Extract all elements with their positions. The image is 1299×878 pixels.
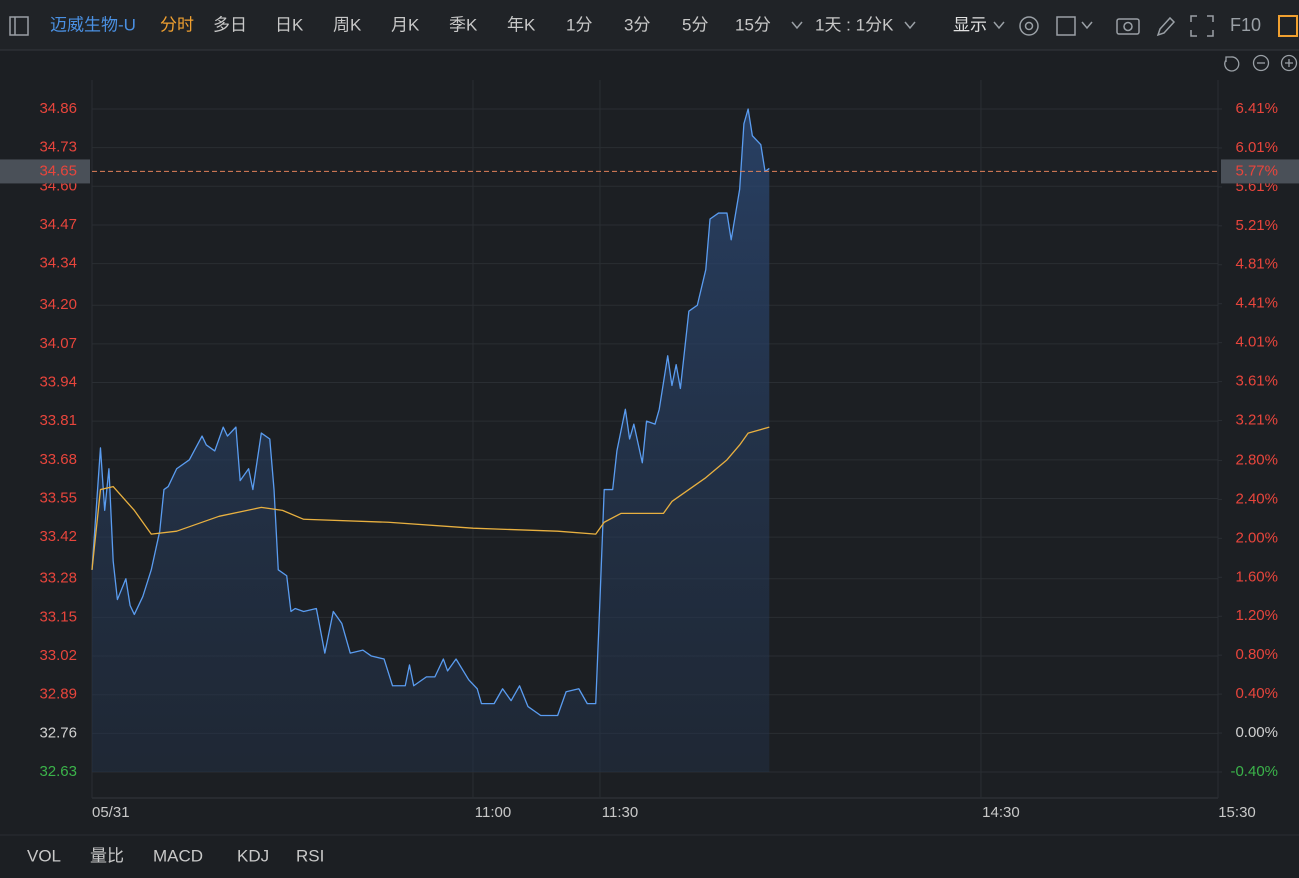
zoom-in-cross [1285, 59, 1293, 67]
y-tick-label: 33.68 [39, 451, 77, 468]
y-tick-label: 34.34 [39, 255, 77, 272]
y2-tick-label: 1.60% [1235, 568, 1278, 585]
y-tick-label: 33.42 [39, 528, 77, 545]
y2-tick-label: 6.01% [1235, 139, 1278, 156]
period-tab[interactable]: 季K [449, 15, 478, 34]
y2-tick-label: 1.20% [1235, 607, 1278, 624]
period-tab[interactable]: 日K [275, 15, 304, 34]
y-tick-label: 34.86 [39, 100, 77, 117]
dropdown-arrow [904, 21, 916, 30]
reset-icon[interactable] [1224, 56, 1240, 72]
x-tick-label: 11:00 [475, 804, 511, 821]
y-tick-label: 33.15 [39, 608, 77, 625]
y-tick-label: 34.73 [39, 139, 77, 156]
fullscreen-icon[interactable] [1190, 15, 1214, 37]
y2-tick-label: 2.40% [1235, 490, 1278, 507]
period-tab[interactable]: 15分 [735, 15, 771, 34]
y-tick-label: 32.89 [39, 686, 77, 703]
y-tick-label: 34.07 [39, 335, 77, 352]
y-tick-label: 33.02 [39, 647, 77, 664]
price-line [91, 108, 770, 717]
y-tick-label: 33.28 [39, 570, 77, 587]
draw-box-icon[interactable] [1056, 16, 1076, 36]
y2-tick-label: 6.41% [1235, 100, 1278, 117]
y-tick-label: 32.63 [39, 763, 77, 780]
zoom-out-icon[interactable] [1252, 54, 1270, 72]
y2-tick-label: 0.80% [1235, 646, 1278, 663]
settings-icon[interactable] [1019, 16, 1039, 36]
display-menu[interactable]: 显示 [953, 15, 987, 34]
x-tick-label: 15:30 [1218, 804, 1256, 821]
y2-tick-label: 2.80% [1235, 451, 1278, 468]
settings-icon-core [1024, 21, 1034, 31]
indicator-tab[interactable]: KDJ [237, 846, 269, 865]
last-change-badge [1221, 159, 1299, 184]
y-tick-label: 33.94 [39, 373, 77, 390]
period-tab[interactable]: 3分 [624, 15, 650, 34]
y-tick-label: 34.20 [39, 296, 77, 313]
indicator-tab[interactable]: RSI [296, 846, 324, 865]
zoom-in-icon[interactable] [1280, 54, 1298, 72]
indicator-tab[interactable]: MACD [153, 846, 203, 865]
period-tab[interactable]: 月K [391, 15, 420, 34]
y2-tick-label: 0.00% [1235, 724, 1278, 741]
y-tick-label: 33.55 [39, 489, 77, 506]
dropdown-arrow [1081, 21, 1093, 30]
y2-tick-label: 4.41% [1235, 295, 1278, 312]
y-tick-label: 33.81 [39, 412, 77, 429]
y2-tick-label: 3.21% [1235, 412, 1278, 429]
f10-button[interactable]: F10 [1230, 15, 1261, 35]
x-tick-label: 14:30 [982, 804, 1020, 821]
x-tick-label: 11:30 [602, 804, 638, 821]
x-tick-label: 05/31 [92, 804, 130, 821]
last-change-label: 5.77% [1235, 162, 1278, 179]
y2-tick-label: 0.40% [1235, 685, 1278, 702]
dropdown-arrow[interactable] [791, 21, 803, 30]
y2-tick-label: 4.81% [1235, 256, 1278, 273]
panel-toggle[interactable] [1278, 15, 1298, 37]
period-tab[interactable]: 年K [507, 15, 536, 34]
period-tab[interactable]: 分时 [160, 15, 194, 34]
average-line [91, 426, 770, 570]
dropdown-arrow [993, 21, 1005, 30]
indicator-tab[interactable]: VOL [27, 846, 61, 865]
period-tab[interactable]: 周K [333, 15, 362, 34]
y2-tick-label: 5.21% [1235, 217, 1278, 234]
y-tick-label: 32.76 [39, 724, 77, 741]
y2-tick-label: 4.01% [1235, 334, 1278, 351]
period-tab[interactable]: 5分 [682, 15, 708, 34]
last-price-badge [0, 159, 90, 184]
camera-icon[interactable] [1116, 18, 1140, 35]
period-select[interactable]: 1天 : 1分K [815, 15, 894, 34]
sidebar-toggle[interactable] [9, 16, 29, 36]
last-price-label: 34.65 [39, 162, 77, 179]
y-tick-label: 34.47 [39, 216, 77, 233]
y2-tick-label: 2.00% [1235, 529, 1278, 546]
indicator-tab[interactable]: 量比 [90, 846, 124, 865]
stock-name[interactable]: 迈威生物-U [50, 15, 136, 34]
y2-tick-label: 3.61% [1235, 373, 1278, 390]
y2-tick-label: -0.40% [1230, 763, 1278, 780]
period-tab[interactable]: 1分 [566, 15, 592, 34]
period-tab[interactable]: 多日 [213, 15, 247, 34]
toolbar [0, 0, 1299, 50]
pen-icon[interactable] [1156, 16, 1176, 37]
camera-lens [1123, 21, 1133, 32]
